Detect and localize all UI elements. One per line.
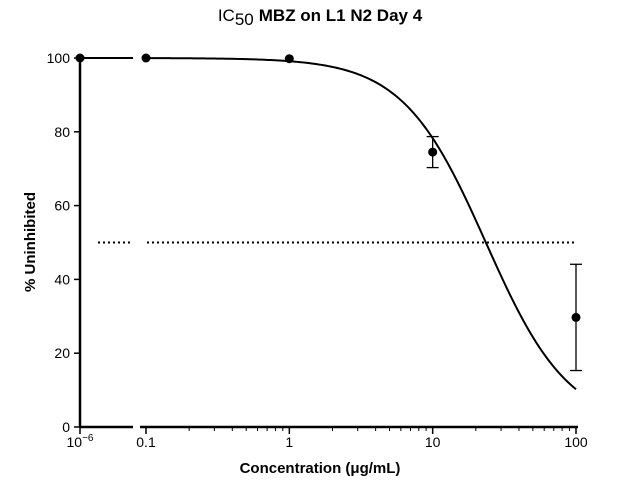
x-tick-label: 0.1 bbox=[136, 434, 156, 450]
y-axis-label: % Uninhibited bbox=[22, 192, 39, 292]
x-tick-label: 10−6 bbox=[67, 433, 94, 450]
x-axis-label: Concentration (μg/mL) bbox=[240, 460, 401, 477]
chart-title: IC50 MBZ on L1 N2 Day 4 bbox=[218, 6, 423, 29]
y-tick-label: 60 bbox=[54, 198, 70, 214]
x-tick-label: 1 bbox=[285, 434, 293, 450]
y-tick-label: 40 bbox=[54, 271, 70, 287]
y-tick-label: 80 bbox=[54, 124, 70, 140]
y-tick-label: 0 bbox=[62, 419, 70, 435]
fit-curve bbox=[145, 57, 577, 391]
x-tick-label: 100 bbox=[564, 434, 588, 450]
data-point bbox=[571, 312, 581, 322]
data-point bbox=[75, 53, 85, 63]
y-tick-label: 100 bbox=[47, 50, 71, 66]
y-tick-label: 20 bbox=[54, 345, 70, 361]
data-point bbox=[284, 54, 294, 64]
x-tick-label: 10 bbox=[425, 434, 441, 450]
data-point bbox=[428, 147, 438, 157]
data-point bbox=[141, 53, 151, 63]
